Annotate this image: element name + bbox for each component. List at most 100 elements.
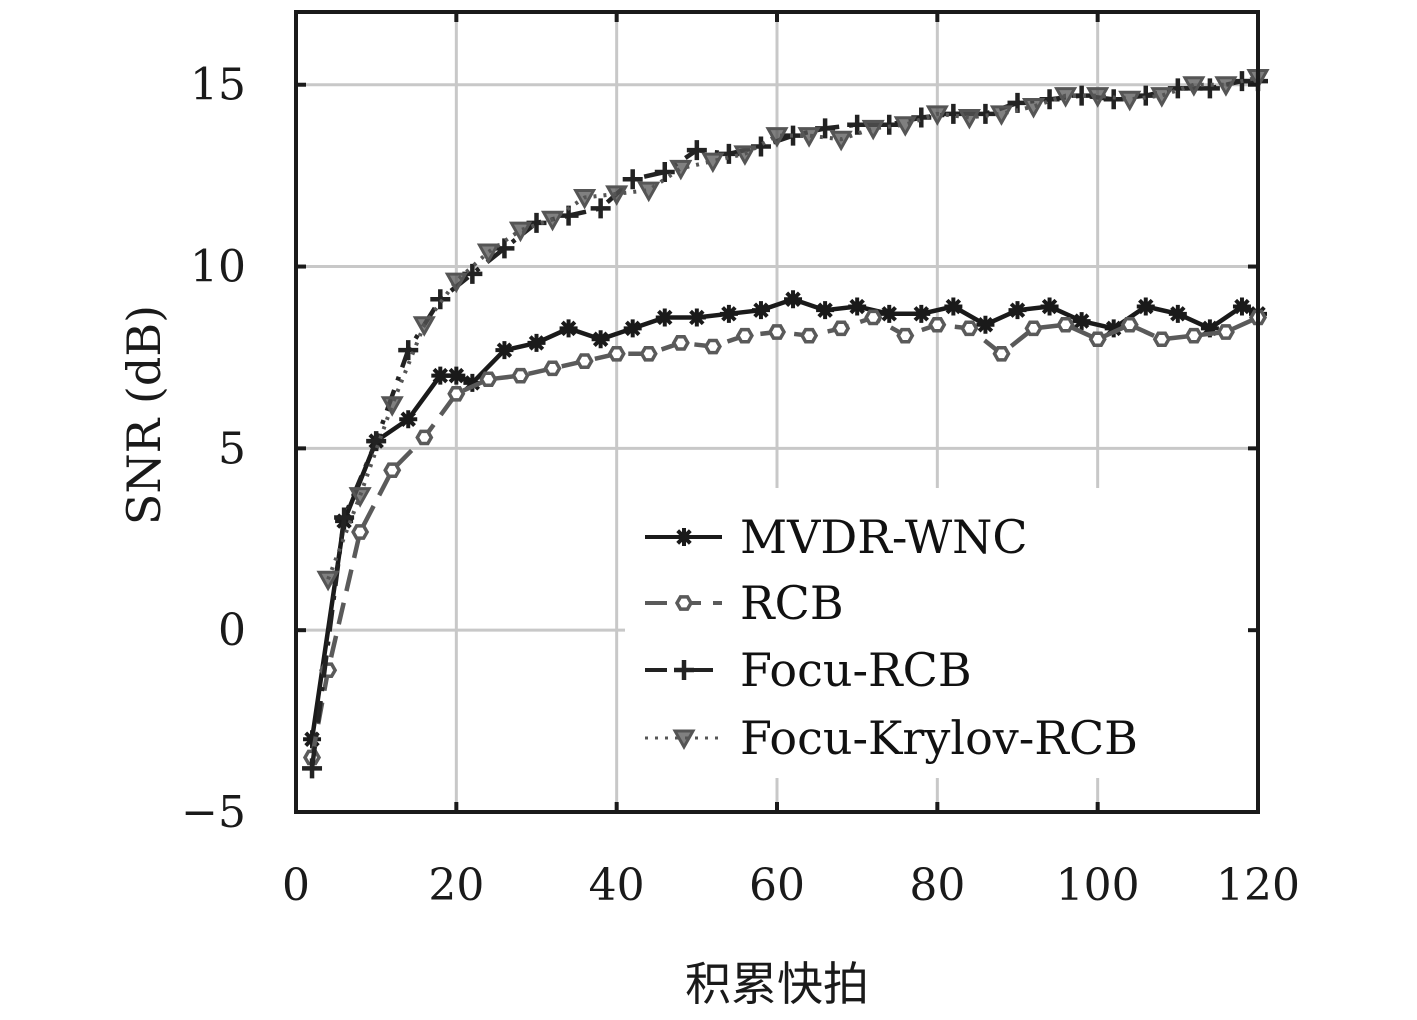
series-0-point-29 [1200,319,1219,338]
series-0-point-22 [976,315,995,334]
series-1-point-7 [511,367,530,384]
series-0-point-24 [1040,297,1059,316]
series-1-point-8 [543,360,562,377]
series-3-point-26 [1150,87,1174,108]
series-1-point-2 [351,524,370,540]
series-0-point-23 [1008,301,1027,320]
series-3-point-2 [380,396,404,417]
series-0-point-0 [303,730,322,749]
series-2-point-17 [847,114,868,135]
y-tick-label-3: 10 [190,242,246,293]
legend-item-2: Focu-RCB [645,643,972,697]
plot-series [302,68,1270,779]
series-1-point-19 [896,327,915,344]
series-2-point-10 [622,169,643,190]
series-0-point-12 [655,308,674,327]
x-axis-label: 积累快拍 [685,957,869,1011]
legend: MVDR-WNC RCB Focu-RCB Focu-Krylov-RCB [645,510,1138,765]
y-tick-label-2: 5 [218,423,246,474]
legend-marker-1 [674,595,694,611]
series-0-point-11 [623,319,642,338]
series-2-point-15 [783,125,804,146]
series-0-point-30 [1232,297,1251,316]
series-3-point-19 [925,105,949,126]
series-1-point-14 [735,327,754,344]
series-3 [316,68,1270,592]
series-3-point-20 [957,108,981,130]
series-0-point-28 [1168,304,1187,323]
series-0-point-20 [912,304,931,323]
series-1-point-22 [992,346,1011,362]
series-1-point-6 [479,371,498,388]
legend-label-2: Focu-RCB [740,643,972,697]
legend-label-1: RCB [740,576,844,630]
series-3-point-8 [573,188,597,210]
series-3-point-17 [861,119,885,141]
series-3-point-13 [733,145,757,166]
series-3-point-7 [540,210,565,232]
series-0-point-14 [719,304,738,323]
series-3-point-1 [348,487,372,508]
series-0-point-3 [399,410,418,429]
series-3-point-23 [1054,87,1078,108]
series-1-point-5 [447,386,466,402]
series-0-point-4 [431,366,450,385]
series-3-point-27 [1182,76,1206,97]
series-0-point-6 [463,373,482,392]
series-1-point-20 [928,316,947,333]
series-3-point-9 [605,185,629,206]
series-3-point-15 [797,127,821,148]
series-1-point-12 [671,335,690,351]
series-0-point-26 [1104,319,1123,338]
series-3-point-25 [1118,90,1142,112]
series-0-point-25 [1072,312,1091,331]
series-1-point-25 [1088,331,1107,348]
y-axis-label: SNR (dB) [117,305,171,525]
series-1-point-28 [1184,327,1203,344]
series-1-point-13 [703,338,722,355]
series-2-point-28 [1199,78,1220,99]
series-3-point-4 [444,272,468,294]
series-3-point-10 [637,181,661,203]
series-3-point-28 [1214,76,1238,97]
series-0-point-13 [687,308,706,327]
y-tick-label-4: 15 [190,60,246,111]
legend-label-3: Focu-Krylov-RCB [740,711,1138,765]
series-2-point-9 [590,198,611,219]
series-0-point-5 [447,366,466,385]
series-1-point-27 [1152,331,1171,348]
series-3-point-3 [412,316,436,337]
series-0-point-7 [495,341,514,360]
legend-item-3: Focu-Krylov-RCB [645,711,1138,765]
series-1-point-17 [832,320,851,337]
series-1-point-3 [383,462,402,478]
legend-marker-3 [672,729,696,751]
series-1-point-15 [767,324,787,340]
series-0-point-15 [751,301,770,320]
tick-labels: 0 20 40 60 80 100 120 −5 0 5 10 15 [181,60,1300,911]
series-2-point-21 [975,103,996,124]
series-3-point-14 [765,127,789,148]
x-tick-label-6: 120 [1216,860,1300,911]
series-1-point-23 [1024,320,1043,337]
series-3-point-12 [701,152,725,174]
series-2-point-3 [398,340,419,361]
series-0-point-18 [848,297,867,316]
x-tick-label-0: 0 [282,860,310,911]
series-1-point-21 [960,320,979,337]
series-3-point-5 [476,243,500,265]
series-2-point-1 [334,507,355,528]
x-tick-label-1: 20 [428,860,484,911]
series-1-point-16 [800,327,819,344]
series-3-point-11 [669,159,693,181]
legend-background [625,488,1250,778]
series-0-point-19 [880,304,899,323]
series-3-point-16 [829,130,853,152]
series-3-point-21 [989,105,1014,126]
series-2-point-4 [430,289,451,310]
legend-box [625,488,1250,778]
series-1-point-4 [415,429,434,446]
series-0-point-21 [944,297,963,316]
series-1 [302,309,1268,766]
